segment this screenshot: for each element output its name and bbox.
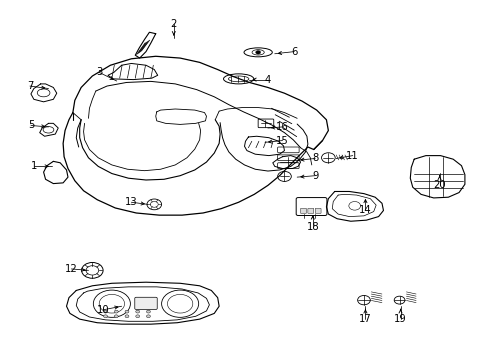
Text: 8: 8 xyxy=(311,153,318,163)
Text: 9: 9 xyxy=(311,171,318,181)
Circle shape xyxy=(277,171,291,181)
Polygon shape xyxy=(66,282,219,324)
FancyBboxPatch shape xyxy=(277,163,299,168)
Text: 17: 17 xyxy=(358,314,371,324)
FancyBboxPatch shape xyxy=(307,208,313,213)
Ellipse shape xyxy=(251,50,264,55)
Text: 19: 19 xyxy=(393,314,406,324)
Polygon shape xyxy=(135,32,156,58)
Circle shape xyxy=(150,202,158,207)
Circle shape xyxy=(167,294,192,313)
FancyBboxPatch shape xyxy=(277,155,299,161)
Text: 3: 3 xyxy=(96,67,102,77)
Text: 14: 14 xyxy=(358,206,371,216)
Polygon shape xyxy=(40,123,58,136)
Text: 5: 5 xyxy=(28,121,34,130)
Text: 10: 10 xyxy=(97,305,109,315)
FancyBboxPatch shape xyxy=(315,208,321,213)
Circle shape xyxy=(99,294,124,313)
Text: 4: 4 xyxy=(264,75,270,85)
Circle shape xyxy=(393,296,404,304)
Polygon shape xyxy=(76,287,209,321)
Circle shape xyxy=(86,266,99,275)
Circle shape xyxy=(136,315,140,318)
Circle shape xyxy=(125,315,129,318)
Text: 18: 18 xyxy=(306,222,319,232)
FancyBboxPatch shape xyxy=(300,208,306,213)
Circle shape xyxy=(93,290,130,318)
Circle shape xyxy=(321,153,334,163)
Text: 12: 12 xyxy=(65,264,78,274)
Text: 20: 20 xyxy=(432,180,445,190)
Polygon shape xyxy=(244,136,284,156)
Circle shape xyxy=(161,290,198,318)
Ellipse shape xyxy=(223,74,253,84)
Text: 7: 7 xyxy=(27,81,33,91)
Circle shape xyxy=(125,310,129,313)
Text: 6: 6 xyxy=(290,46,297,57)
Polygon shape xyxy=(272,156,300,168)
Circle shape xyxy=(147,199,161,210)
FancyBboxPatch shape xyxy=(135,297,157,310)
Circle shape xyxy=(357,296,369,305)
Circle shape xyxy=(136,310,140,313)
Text: 11: 11 xyxy=(346,150,358,161)
Circle shape xyxy=(146,310,150,313)
Circle shape xyxy=(103,310,107,313)
FancyBboxPatch shape xyxy=(258,119,273,128)
Polygon shape xyxy=(326,192,383,221)
Circle shape xyxy=(103,315,107,318)
Polygon shape xyxy=(43,161,68,184)
Polygon shape xyxy=(409,156,464,198)
Text: 13: 13 xyxy=(125,197,138,207)
Polygon shape xyxy=(156,109,206,125)
Text: 2: 2 xyxy=(170,19,177,29)
FancyBboxPatch shape xyxy=(277,147,299,153)
Ellipse shape xyxy=(244,48,272,57)
Text: 16: 16 xyxy=(276,122,288,132)
Ellipse shape xyxy=(43,127,54,133)
Circle shape xyxy=(146,315,150,318)
Circle shape xyxy=(114,315,118,318)
Ellipse shape xyxy=(37,89,50,97)
Circle shape xyxy=(114,310,118,313)
Polygon shape xyxy=(108,63,158,80)
Circle shape xyxy=(348,202,360,210)
FancyBboxPatch shape xyxy=(296,198,326,216)
Circle shape xyxy=(81,262,103,278)
Text: 1: 1 xyxy=(31,161,37,171)
Polygon shape xyxy=(31,84,57,102)
Text: 15: 15 xyxy=(276,136,288,145)
Circle shape xyxy=(255,50,260,54)
Ellipse shape xyxy=(228,76,248,82)
